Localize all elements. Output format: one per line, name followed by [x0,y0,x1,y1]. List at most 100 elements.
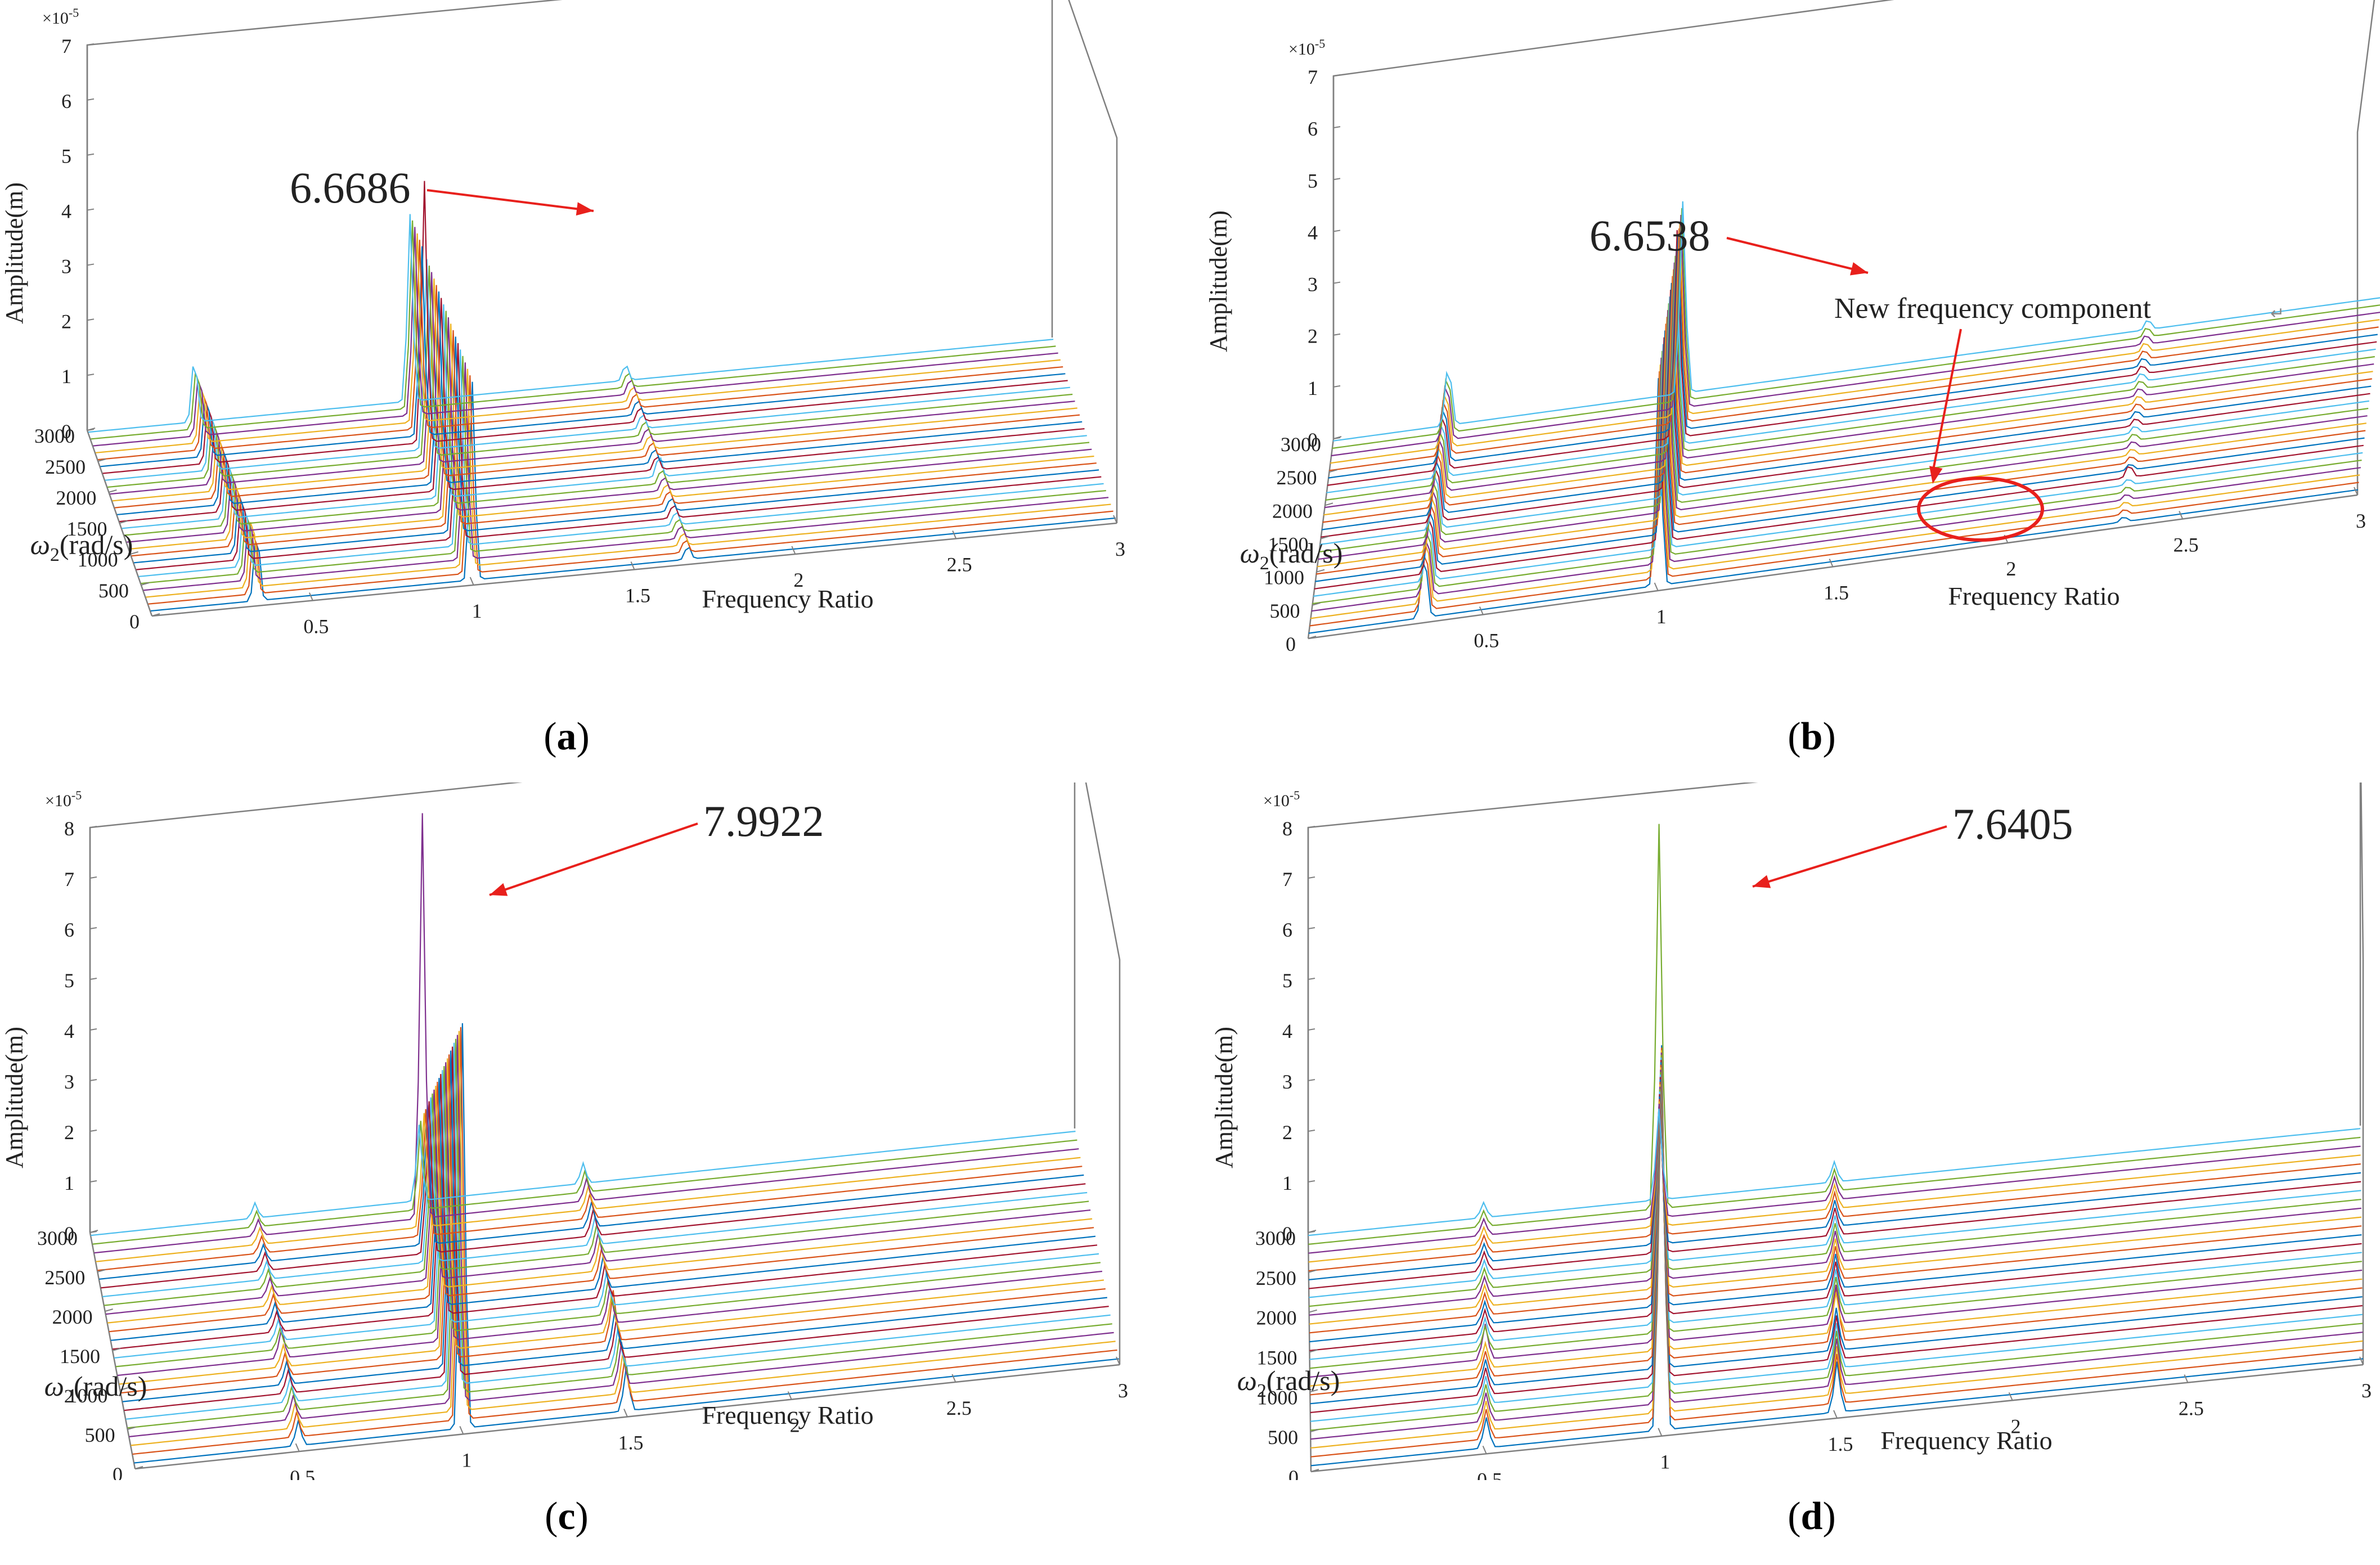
amplitude-tick-label: 1 [64,1172,74,1194]
x-tick-label: 2.5 [2174,534,2199,556]
series-line [1310,364,2360,619]
x-tick [1479,606,1484,615]
w-tick-label: 0 [129,610,140,633]
amplitude-tick-label: 2 [1308,325,1318,348]
x-tick [2008,1392,2013,1401]
series-line [98,240,1063,461]
x-tick [2179,511,2184,519]
w-tick [127,1427,136,1430]
amplitude-tick-label: 7 [64,868,74,891]
peak-annotation-label: 7.9922 [703,797,824,846]
peak-annotation-arrow [489,822,698,896]
w-tick-label: 2000 [1272,500,1313,522]
series-line [1328,235,2378,479]
amplitude-tick-label: 3 [64,1071,74,1093]
w-tick [1333,436,1342,439]
w-tick [151,613,160,617]
side-wall [1085,783,1121,1365]
exponent-label: ×10-5 [42,6,79,28]
w-tick-label: 2000 [52,1306,93,1328]
series-line [1309,1072,2363,1369]
w-tick [1309,1309,1317,1313]
x-tick-label: 0.5 [290,1466,315,1480]
series-line [1319,296,2369,545]
x-tick-label: 1 [1656,605,1667,628]
series-line [92,1121,1077,1245]
series-line [1309,1074,2362,1360]
w-tick-label: 500 [98,579,129,602]
w-tick-label: 2000 [56,487,96,509]
amplitude-tick-label: 1 [1282,1172,1292,1194]
w-axis-label: ω2(rad/s) [30,529,133,565]
series-line [88,214,1054,433]
x-tick-label: 2 [2006,557,2016,580]
y-axis-label: Amplitude(m) [1205,210,1232,352]
chart-b: 0 1 2 3 4 5 6 7 ×10-5 0.5 1 1.5 2 2.5 3 0 500 1000 1500 200… [1205,0,2380,655]
w-tick [1316,569,1325,573]
amplitude-tick [1308,1180,1315,1182]
series-line [120,1054,1106,1394]
series-line [131,1031,1116,1446]
w-tick-label: 2000 [1256,1307,1297,1329]
series-line [95,233,1061,453]
x-tick-label: 1 [461,1449,471,1471]
x-tick-label: 2.5 [947,554,972,576]
w-tick-label: 500 [1268,1426,1298,1449]
amplitude-tick [1308,826,1315,828]
x-tick [308,592,313,601]
amplitude-tick [89,927,97,929]
series-line [1319,303,2369,553]
series-line [102,1097,1088,1298]
amplitude-tick [89,1079,97,1081]
amplitude-tick [89,1130,97,1132]
series-line [105,259,1071,481]
amplitude-tick-label: 4 [61,200,71,223]
series-line [91,1125,1076,1236]
series-line [117,1062,1103,1377]
x-tick [1482,1445,1487,1454]
series-line [91,220,1056,440]
panel-label-a: (a) [544,715,590,758]
amplitude-tick-label: 5 [61,145,71,168]
series-line [1318,310,2368,560]
x-tick-label: 1 [1660,1451,1670,1473]
x-tick-label: 3 [1115,538,1125,560]
x-tick-label: 1.5 [1824,582,1849,604]
series-line [150,381,1116,612]
series-line [1308,824,2361,1245]
series-line [1309,1079,2362,1343]
amplitude-tick [1333,281,1341,284]
series-line [1308,1108,2361,1236]
w-tick-label: 2500 [44,1266,85,1289]
series-line [124,311,1090,536]
amplitude-tick [87,318,95,321]
w-tick-label: 3000 [1281,433,1321,456]
peak-annotation-arrow [426,189,594,212]
w-tick [1312,602,1321,606]
x-tick [469,577,474,586]
series-line [1309,1077,2362,1351]
amplitude-tick [87,98,95,101]
series-line [1310,1067,2363,1387]
w-tick-label: 2500 [1277,466,1317,489]
x-tick [1658,1428,1663,1437]
series-line [1323,269,2373,516]
series-line [119,298,1085,523]
x-axis-label: Frequency Ratio [1948,582,2119,610]
w-tick [120,1387,128,1391]
series-line [1322,282,2372,530]
series-line [1309,1086,2361,1316]
w-axis-label: ω2(rad/s) [44,1370,147,1407]
series-line [1333,201,2380,442]
amplitude-tick [1333,230,1341,232]
series-line [1321,289,2370,538]
x-tick-label: 0.5 [1477,1468,1502,1480]
y-axis-label: Amplitude(m) [1,182,28,324]
x-axis-label: Frequency Ratio [702,584,873,613]
amplitude-tick-label: 0 [64,1222,74,1245]
panel-label-c: (c) [545,1495,589,1538]
peak-annotation-label: 6.6686 [290,163,411,212]
x-tick-label: 0.5 [303,615,329,638]
series-line [112,278,1077,502]
x-tick [951,1374,957,1383]
